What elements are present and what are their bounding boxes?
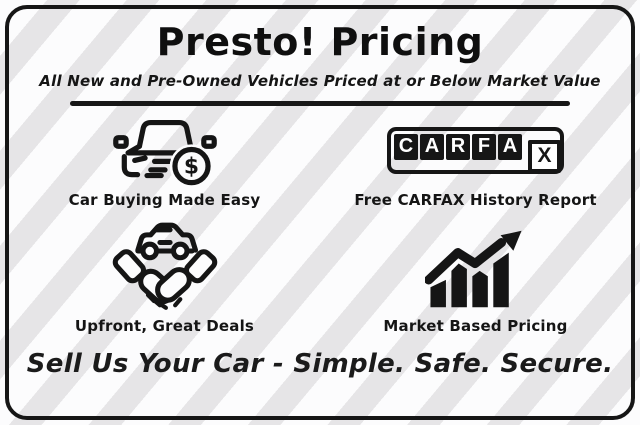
card-border: Presto! Pricing All New and Pre-Owned Ve… (5, 5, 635, 420)
tagline: Sell Us Your Car - Simple. Safe. Secure. (26, 348, 614, 379)
carfax-letter-tile: R (446, 133, 470, 160)
carfax-letter-tile: A (420, 133, 444, 160)
subtitle: All New and Pre-Owned Vehicles Priced at… (39, 71, 601, 90)
divider-line (70, 100, 570, 106)
feature-upfront-deals: Upfront, Great Deals (9, 222, 320, 335)
dollar-sign-glyph: $ (183, 154, 198, 179)
car-front-dollar-icon: $ (112, 114, 218, 186)
feature-car-buying: $ Car Buying Made Easy (9, 114, 320, 209)
feature-market-pricing: Market Based Pricing (320, 222, 631, 335)
carfax-x-tile: X (528, 139, 561, 173)
carfax-letter-tile: A (498, 133, 522, 160)
feature-label-upfront-deals: Upfront, Great Deals (74, 316, 255, 335)
bar-chart-arrow-icon (424, 226, 527, 312)
feature-label-car-buying: Car Buying Made Easy (68, 190, 261, 209)
carfax-letter-tile: F (472, 133, 496, 160)
feature-label-market-pricing: Market Based Pricing (383, 316, 568, 335)
page-title: Presto! Pricing (156, 20, 484, 64)
carfax-letter-tile: C (394, 133, 418, 160)
carfax-logo: C A R F A X (387, 126, 564, 174)
feature-carfax: C A R F A X Free CARFAX History Report (320, 114, 631, 209)
handshake-car-icon (112, 212, 218, 312)
feature-label-carfax: Free CARFAX History Report (354, 190, 597, 209)
feature-grid: $ Car Buying Made Easy C A R F A X Free … (9, 114, 631, 335)
